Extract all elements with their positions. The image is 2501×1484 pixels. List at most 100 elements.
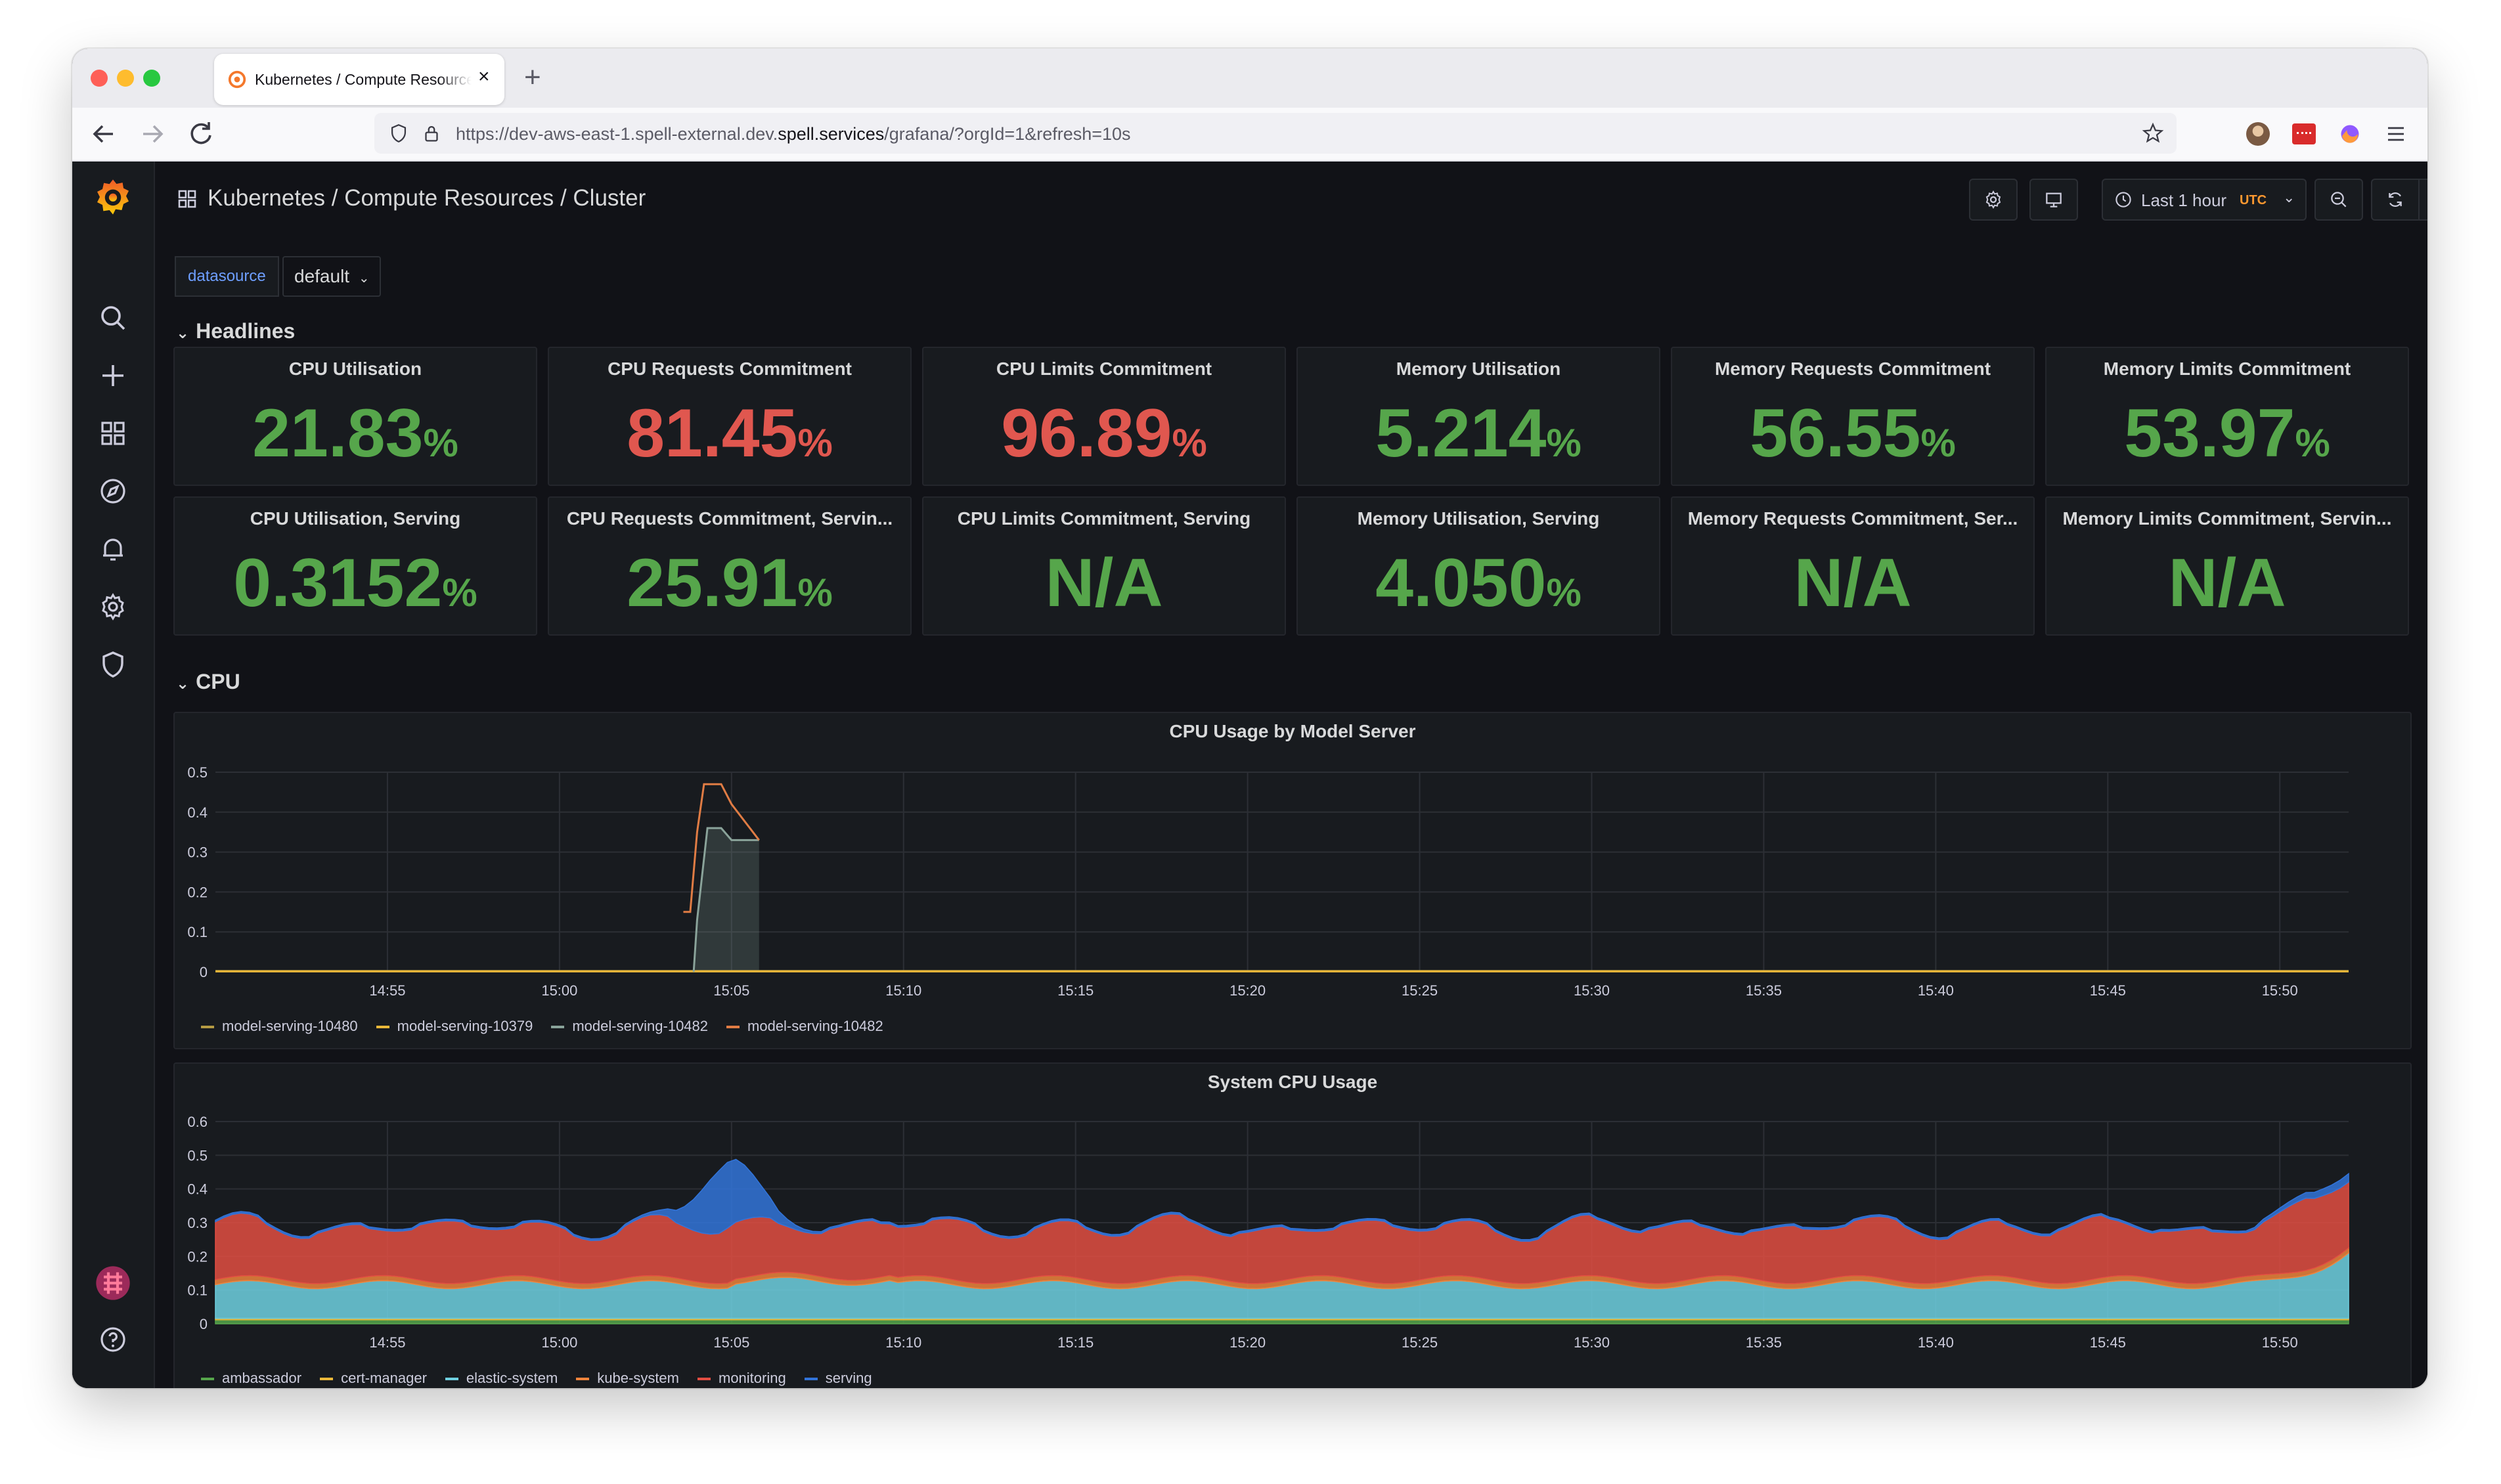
alerting-icon[interactable] [97,533,129,565]
x-tick-label: 15:00 [541,982,577,999]
stat-title: Memory Utilisation [1396,359,1561,379]
help-icon[interactable] [97,1324,129,1355]
stat-panel[interactable]: CPU Utilisation, Serving 0.3152% [173,496,537,636]
tv-mode-button[interactable] [2029,179,2078,221]
stat-value: N/A [2047,545,2408,631]
stat-panel[interactable]: Memory Limits Commitment 53.97% [2045,347,2409,486]
new-tab-button[interactable]: + [524,61,541,93]
legend-item[interactable]: monitoring [697,1370,786,1387]
menu-hamburger-icon[interactable] [2384,122,2408,146]
cpu-usage-by-model-server-panel[interactable]: 0 0.1 0.2 0.3 0.4 0.5 14:55 15:00 15:05 15:10 15:1… [173,712,2412,1049]
legend-swatch [551,1026,565,1029]
chevron-down-icon: ⌄ [2283,189,2295,206]
tracking-shield-icon[interactable] [387,122,410,144]
url-bar[interactable]: https://dev-aws-east-1.spell-external.de… [374,113,2177,154]
legend-swatch [576,1378,590,1381]
plus-icon[interactable] [97,360,129,391]
shield-icon[interactable] [97,649,129,680]
back-arrow-icon[interactable] [88,118,120,150]
y-tick-label: 0 [200,964,208,980]
series-line [692,827,759,972]
stat-panel[interactable]: Memory Utilisation 5.214% [1296,347,1660,486]
legend-label: model-serving-10379 [397,1018,533,1034]
lock-icon[interactable] [420,122,443,144]
stat-panel[interactable]: Memory Requests Commitment 56.55% [1671,347,2035,486]
stat-panel[interactable]: CPU Utilisation 21.83% [173,347,537,486]
stat-panel[interactable]: CPU Limits Commitment, Serving N/A [922,496,1286,636]
dashboards-icon[interactable] [97,418,129,449]
x-tick-label: 15:45 [2090,982,2126,999]
datasource-variable-select[interactable]: default ⌄ [282,256,381,297]
dashboard-settings-button[interactable] [1969,179,2018,221]
url-path: /grafana/?orgId=1&refresh=10s [884,124,1131,144]
window-maximize-button[interactable] [143,70,160,87]
window-close-button[interactable] [91,70,108,87]
legend-item[interactable]: cert-manager [320,1370,427,1387]
area-serving [215,1158,2349,1242]
legend-item[interactable]: ambassador [201,1370,301,1387]
url-text[interactable]: https://dev-aws-east-1.spell-external.de… [456,124,1131,144]
legend-item[interactable]: model-serving-10482 [551,1018,708,1035]
refresh-button[interactable] [2371,179,2420,221]
stat-value: 56.55% [1672,395,2033,481]
x-tick-label: 14:55 [369,982,405,999]
x-tick-label: 15:30 [1574,982,1610,999]
stat-unit: % [423,421,458,465]
explore-icon[interactable] [97,475,129,507]
bookmark-star-icon[interactable] [2141,121,2165,145]
stat-panel[interactable]: Memory Limits Commitment, Servin... N/A [2045,496,2409,636]
legend-item[interactable]: kube-system [576,1370,679,1387]
x-tick-label: 14:55 [369,1334,405,1351]
series-fill [694,828,759,972]
y-tick-label: 0.6 [187,1114,208,1130]
legend-swatch [445,1378,458,1381]
legend-item[interactable]: elastic-system [445,1370,558,1387]
browser-tab[interactable]: Kubernetes / Compute Resources / Cluster… [214,54,504,105]
stat-number: N/A [1045,545,1163,621]
stat-number: 0.3152 [233,545,443,621]
stat-number: 5.214 [1375,395,1547,471]
profile-avatar[interactable] [2246,122,2270,146]
grafana-logo-icon[interactable] [92,176,134,218]
zoom-out-button[interactable] [2314,179,2363,221]
refresh-interval-picker[interactable]: 10s ⌄ [2418,179,2427,221]
stat-unit: % [797,571,833,615]
legend-swatch [201,1026,214,1029]
time-range-picker[interactable]: Last 1 hour UTC ⌄ [2102,179,2307,221]
page-title[interactable]: Kubernetes / Compute Resources / Cluster [208,185,646,211]
window-minimize-button[interactable] [117,70,134,87]
legend-item[interactable]: model-serving-10379 [376,1018,533,1035]
user-avatar[interactable] [95,1265,131,1301]
legend-item[interactable]: model-serving-10480 [201,1018,358,1035]
stat-panel[interactable]: Memory Requests Commitment, Ser... N/A [1671,496,2035,636]
x-tick-label: 15:20 [1229,1334,1266,1351]
row-headlines[interactable]: ⌄ Headlines [176,319,295,343]
settings-icon[interactable] [97,591,129,622]
reload-icon[interactable] [185,118,217,150]
legend-item[interactable]: model-serving-10482 [726,1018,883,1035]
stat-panel[interactable]: Memory Utilisation, Serving 4.050% [1296,496,1660,636]
stat-unit: % [1920,421,1956,465]
stat-number: 81.45 [627,395,798,471]
system-cpu-usage-panel[interactable]: 0 0.1 0.2 0.3 0.4 0.5 0.6 14:55 15:00 15:05 15:10 1… [173,1062,2412,1388]
forward-arrow-icon[interactable] [137,118,168,150]
stat-unit: % [442,571,477,615]
stat-panel[interactable]: CPU Requests Commitment 81.45% [548,347,912,486]
row-cpu[interactable]: ⌄ CPU [176,670,240,694]
stat-panel[interactable]: CPU Limits Commitment 96.89% [922,347,1286,486]
legend-item[interactable]: serving [804,1370,872,1387]
stat-title: Memory Limits Commitment [2103,359,2351,379]
x-tick-label: 15:45 [2090,1334,2126,1351]
stat-panel[interactable]: CPU Requests Commitment, Servin... 25.91% [548,496,912,636]
legend-label: ambassador [222,1370,302,1386]
firefox-account-icon[interactable] [2338,122,2362,146]
extension-icon[interactable] [2292,123,2316,144]
stat-value: 81.45% [549,395,910,481]
tab-close-icon[interactable]: × [478,66,490,87]
dashboard-main: Kubernetes / Compute Resources / Cluster [154,162,2427,1388]
search-icon[interactable] [97,302,129,334]
grafana-favicon-icon [228,70,246,89]
panel-title: System CPU Usage [1207,1072,1378,1092]
legend-label: monitoring [719,1370,786,1386]
x-tick-label: 15:50 [2262,1334,2298,1351]
